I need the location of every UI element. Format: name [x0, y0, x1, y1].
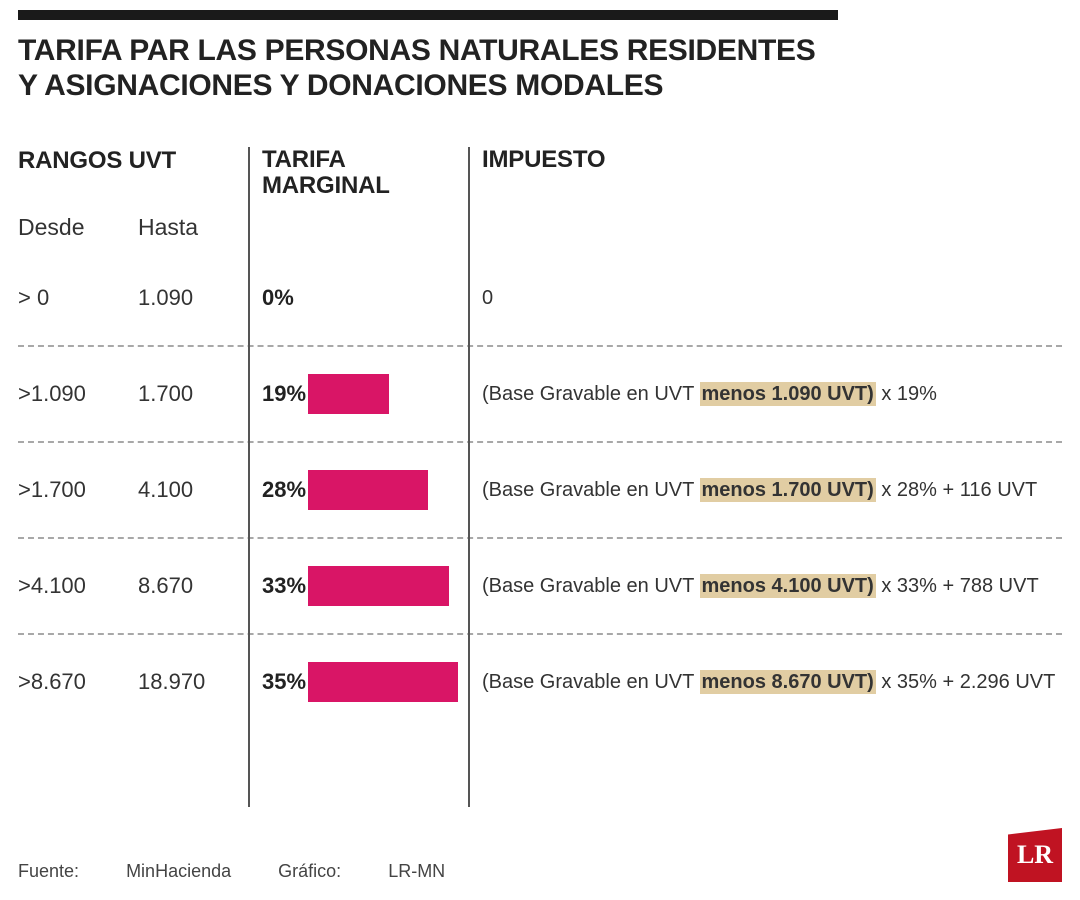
table-row: >1.0901.70019% (Base Gravable en UVT meno… [18, 347, 1062, 441]
top-bar [18, 10, 838, 20]
impuesto-highlight: menos 1.700 UVT) [700, 478, 876, 502]
table-body: > 01.0900% 0 >1.0901.70019% (Base Gravable … [18, 251, 1062, 729]
table-header-row: RANGOS UVT TARIFA MARGINAL IMPUESTO [18, 147, 1062, 200]
cell-hasta: 8.670 [138, 573, 248, 599]
footer: Fuente: MinHacienda Gráfico: LR-MN LR [18, 828, 1062, 882]
impuesto-suffix: x 35% + 2.296 UVT [876, 671, 1056, 693]
cell-hasta: 1.700 [138, 381, 248, 407]
cell-desde: >1.700 [18, 477, 138, 503]
impuesto-highlight: menos 1.090 UVT) [700, 382, 876, 406]
footer-fuente-value: MinHacienda [126, 861, 231, 881]
cell-hasta: 1.090 [138, 285, 248, 311]
impuesto-prefix: (Base Gravable en UVT [482, 383, 700, 405]
tariff-table: RANGOS UVT TARIFA MARGINAL IMPUESTO Desd… [18, 147, 1062, 729]
footer-text: Fuente: MinHacienda Gráfico: LR-MN [18, 861, 445, 882]
cell-desde: > 0 [18, 285, 138, 311]
lr-logo: LR [1008, 828, 1062, 882]
cell-tarifa: 19% [248, 374, 468, 414]
tarifa-percent: 19% [248, 381, 308, 407]
cell-impuesto: (Base Gravable en UVT menos 1.090 UVT) x… [468, 382, 1062, 406]
tarifa-bar [308, 566, 449, 606]
tarifa-percent: 35% [248, 669, 308, 695]
header-tarifa: TARIFA MARGINAL [262, 147, 468, 200]
footer-grafico-value: LR-MN [388, 861, 445, 881]
cell-impuesto: (Base Gravable en UVT menos 4.100 UVT) x… [468, 574, 1062, 598]
table-row: >4.1008.67033% (Base Gravable en UVT meno… [18, 539, 1062, 633]
footer-grafico-label: Gráfico: [278, 861, 341, 881]
tarifa-percent: 0% [248, 285, 308, 311]
cell-hasta: 4.100 [138, 477, 248, 503]
header-rangos: RANGOS UVT [18, 147, 248, 175]
page-title: TARIFA PAR LAS PERSONAS NATURALES RESIDE… [18, 34, 1062, 103]
cell-desde: >4.100 [18, 573, 138, 599]
cell-impuesto: (Base Gravable en UVT menos 1.700 UVT) x… [468, 478, 1062, 502]
tarifa-bar [308, 470, 428, 510]
tarifa-percent: 33% [248, 573, 308, 599]
tarifa-percent: 28% [248, 477, 308, 503]
impuesto-prefix: (Base Gravable en UVT [482, 479, 700, 501]
cell-impuesto: 0 [468, 286, 1062, 310]
cell-tarifa: 33% [248, 566, 468, 606]
impuesto-prefix: (Base Gravable en UVT [482, 671, 700, 693]
header-hasta: Hasta [138, 214, 248, 241]
header-desde: Desde [18, 214, 138, 241]
cell-impuesto: (Base Gravable en UVT menos 8.670 UVT) x… [468, 670, 1062, 694]
table-row: >8.67018.97035% (Base Gravable en UVT men… [18, 635, 1062, 729]
impuesto-highlight: menos 8.670 UVT) [700, 670, 876, 694]
impuesto-suffix: x 28% + 116 UVT [876, 479, 1037, 501]
cell-desde: >1.090 [18, 381, 138, 407]
tarifa-bar [308, 374, 389, 414]
tarifa-bar [308, 662, 458, 702]
table-subheader-row: Desde Hasta [18, 206, 1062, 241]
impuesto-suffix: x 33% + 788 UVT [876, 575, 1039, 597]
table-row: >1.7004.10028% (Base Gravable en UVT meno… [18, 443, 1062, 537]
cell-tarifa: 0% [248, 285, 468, 311]
impuesto-highlight: menos 4.100 UVT) [700, 574, 876, 598]
header-impuesto: IMPUESTO [482, 147, 1062, 173]
footer-fuente-label: Fuente: [18, 861, 79, 881]
impuesto-prefix: (Base Gravable en UVT [482, 575, 700, 597]
cell-desde: >8.670 [18, 669, 138, 695]
impuesto-suffix: x 19% [876, 383, 937, 405]
cell-tarifa: 35% [248, 662, 468, 702]
table-row: > 01.0900% 0 [18, 251, 1062, 345]
cell-hasta: 18.970 [138, 669, 248, 695]
cell-tarifa: 28% [248, 470, 468, 510]
